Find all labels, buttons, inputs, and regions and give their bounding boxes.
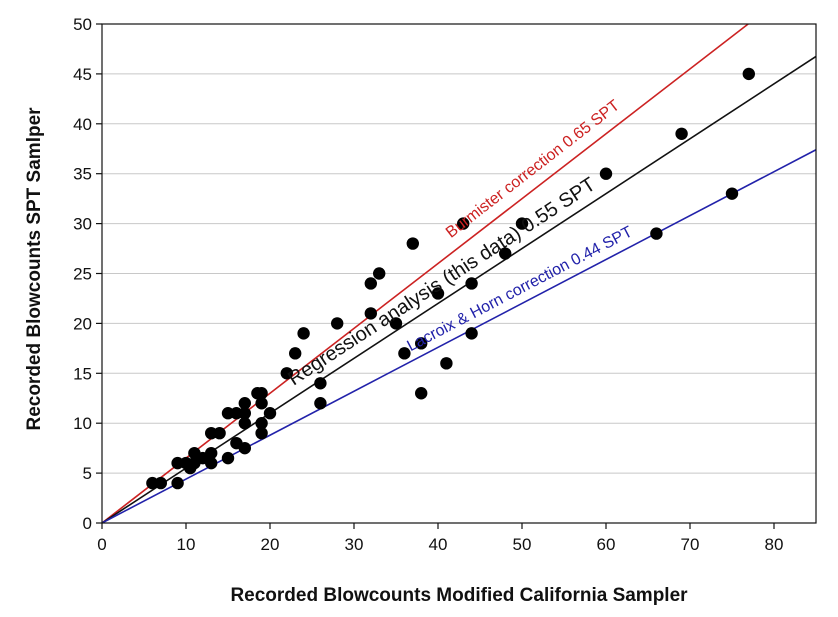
data-point	[238, 407, 251, 420]
y-tick-label: 25	[73, 265, 92, 284]
y-tick-label: 15	[73, 364, 92, 383]
data-point	[171, 476, 184, 490]
x-axis-title: Recorded Blowcounts Modified California …	[230, 585, 688, 606]
y-tick-label: 0	[83, 514, 92, 533]
y-tick-label: 45	[73, 65, 92, 84]
data-point	[364, 277, 377, 290]
line-labels: Burmister correction 0.65 SPTRegression …	[284, 97, 635, 390]
data-point	[205, 456, 218, 470]
data-point	[742, 67, 755, 81]
data-point	[499, 247, 512, 260]
data-point	[289, 347, 302, 360]
data-point	[515, 217, 529, 230]
x-tick-label: 70	[681, 535, 700, 554]
data-point	[213, 426, 226, 440]
y-tick-label: 35	[73, 165, 92, 184]
data-point	[398, 347, 411, 360]
data-point	[415, 337, 428, 350]
data-point	[314, 377, 327, 390]
data-point	[255, 387, 268, 400]
data-point	[238, 397, 251, 410]
data-point	[331, 317, 344, 330]
data-point	[364, 307, 377, 320]
data-point	[457, 217, 470, 230]
data-point	[465, 277, 478, 290]
data-point	[263, 407, 277, 420]
data-point	[415, 387, 428, 400]
data-point	[440, 357, 453, 370]
data-point	[465, 327, 478, 340]
data-point	[255, 397, 268, 410]
data-point	[314, 397, 327, 410]
x-tick-label: 80	[765, 535, 784, 554]
data-point	[675, 127, 688, 140]
x-tick-label: 0	[97, 535, 106, 554]
x-tick-label: 50	[513, 535, 532, 554]
data-point	[389, 317, 403, 330]
data-point	[599, 167, 613, 180]
x-tick-label: 40	[429, 535, 448, 554]
regression-line-1	[101, 23, 749, 524]
regression-line-3	[101, 149, 817, 524]
x-tick-label: 30	[345, 535, 364, 554]
correction-lines	[101, 23, 817, 524]
y-tick-label: 50	[73, 15, 92, 34]
y-axis-ticks: 0 5 10 15 20 25 30 35 40 45 50	[73, 15, 102, 533]
y-tick-label: 10	[73, 414, 92, 433]
data-point	[238, 441, 251, 455]
x-tick-label: 60	[597, 535, 616, 554]
data-points	[146, 67, 755, 490]
regression-line-2	[101, 55, 817, 524]
data-point	[221, 451, 235, 465]
data-point	[255, 417, 268, 430]
data-point	[725, 187, 739, 200]
data-point	[280, 367, 293, 380]
y-axis-title: Recorded Blowcounts SPT Samlper	[24, 107, 45, 431]
data-point	[431, 287, 445, 300]
data-point	[297, 327, 310, 340]
x-tick-label: 20	[261, 535, 280, 554]
data-point	[406, 237, 419, 250]
data-point	[255, 426, 268, 440]
y-tick-label: 30	[73, 215, 92, 234]
x-axis-ticks: 0 10 20 30 40 50 60 70 80	[97, 523, 783, 554]
y-tick-label: 20	[73, 314, 92, 333]
data-point	[238, 417, 251, 430]
data-point	[154, 476, 167, 490]
x-tick-label: 10	[177, 535, 196, 554]
data-point	[373, 267, 386, 280]
data-point	[205, 446, 218, 460]
data-point	[650, 227, 663, 240]
y-tick-label: 40	[73, 115, 92, 134]
y-tick-label: 5	[83, 464, 92, 483]
